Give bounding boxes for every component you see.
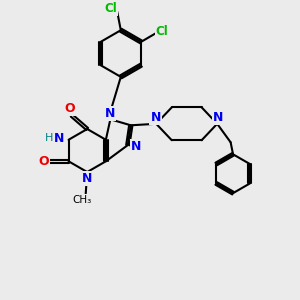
Text: N: N xyxy=(105,107,115,120)
Text: N: N xyxy=(131,140,141,153)
Text: O: O xyxy=(65,103,76,116)
Text: N: N xyxy=(82,172,92,184)
Text: O: O xyxy=(38,155,49,168)
Text: N: N xyxy=(54,132,64,145)
Text: Cl: Cl xyxy=(156,25,168,38)
Text: CH₃: CH₃ xyxy=(73,195,92,205)
Text: N: N xyxy=(150,111,161,124)
Text: Cl: Cl xyxy=(104,2,117,15)
Text: N: N xyxy=(213,111,223,124)
Text: H: H xyxy=(45,133,53,143)
